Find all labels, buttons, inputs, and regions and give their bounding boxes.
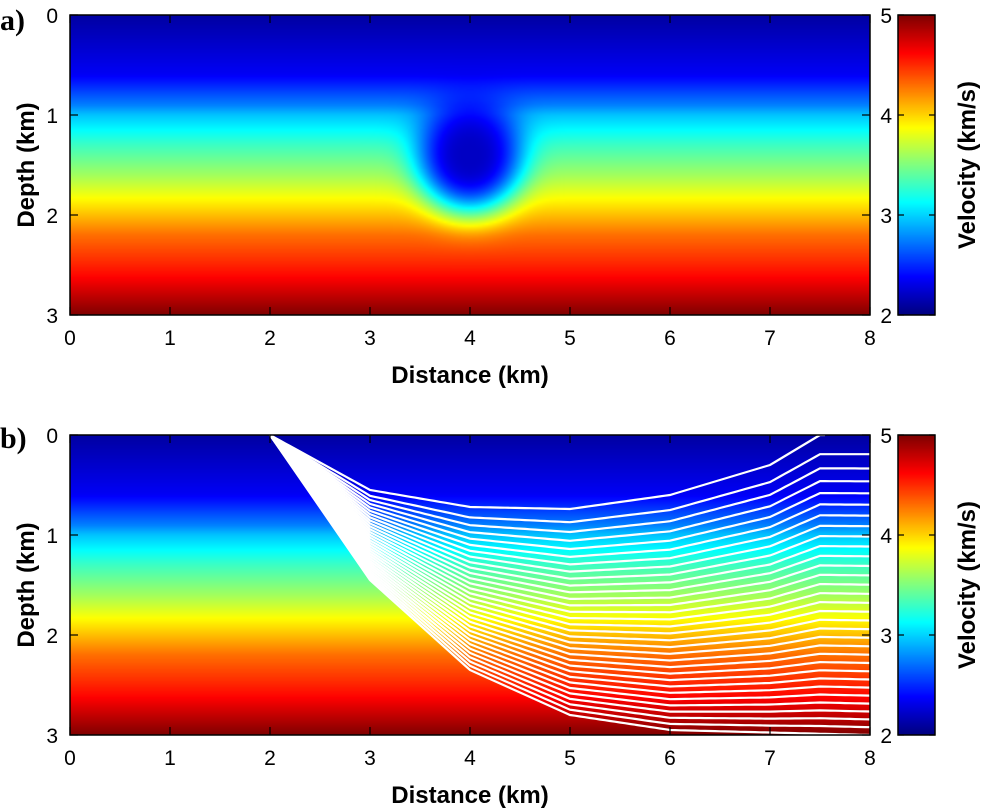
ray-path xyxy=(269,435,870,642)
panel-a-ytick-label: 3 xyxy=(46,305,58,328)
ray-path xyxy=(269,435,870,628)
ray-path xyxy=(269,435,870,524)
panel-a-ytick-label: 0 xyxy=(46,5,58,28)
panel-b-ytick-label: 3 xyxy=(46,725,58,748)
panel-b-ytick-label: 0 xyxy=(46,425,58,448)
ray-path xyxy=(269,435,870,675)
panel-b-xtick-label: 0 xyxy=(64,747,76,770)
ray-path xyxy=(269,435,870,635)
panel-a-colorbar-tick-label: 5 xyxy=(880,5,892,28)
panel-a-xtick-label: 2 xyxy=(264,327,276,350)
ray-path xyxy=(269,435,870,534)
panel-b-colorbar-tick-label: 4 xyxy=(880,525,892,548)
panel-b-colorbar-label: Velocity (km/s) xyxy=(954,501,981,669)
ray-path xyxy=(269,435,870,587)
panel-a-xtick-label: 4 xyxy=(464,327,476,350)
panel-a-xtick-label: 7 xyxy=(764,327,776,350)
panel-b-xtick-label: 8 xyxy=(864,747,876,770)
panel-b-xtick-label: 4 xyxy=(464,747,476,770)
ray-path xyxy=(269,435,870,559)
panel-b-letter: b) xyxy=(0,422,27,455)
ray-path xyxy=(269,435,870,694)
panel-a-xlabel: Distance (km) xyxy=(391,362,548,389)
ray-path xyxy=(269,435,870,649)
ray-path xyxy=(269,435,870,594)
panel-b-heatmap xyxy=(70,435,870,735)
ray-path xyxy=(269,435,870,621)
ray-path xyxy=(269,435,825,511)
panel-b-colorbar-tick-label: 2 xyxy=(880,725,892,748)
ray-path xyxy=(269,435,870,580)
panel-a-colorbar-label: Velocity (km/s) xyxy=(954,81,981,249)
ray-path xyxy=(269,435,870,669)
panel-a-colorbar: 2 3 4 5 Velocity (km/s) xyxy=(880,5,981,328)
panel-a-colorbar-gradient xyxy=(898,15,935,315)
panel-a-colorbar-tick-label: 3 xyxy=(880,205,892,228)
panel-a-colorbar-frame xyxy=(897,14,936,316)
panel-a-xtick-label: 8 xyxy=(864,327,876,350)
panel-a-xtick-label: 3 xyxy=(364,327,376,350)
ray-path xyxy=(269,435,870,566)
panel-b-xtick-label: 2 xyxy=(264,747,276,770)
panel-a-xtick-label: 0 xyxy=(64,327,76,350)
panel-a-ytick-label: 1 xyxy=(46,105,58,128)
ray-path xyxy=(269,435,870,721)
panel-a-heatmap xyxy=(70,15,870,315)
ray-path xyxy=(269,435,870,729)
panel-b-colorbar: 2 3 4 5 Velocity (km/s) xyxy=(880,425,981,748)
panel-b-axes: 0 1 2 3 4 5 6 7 8 0 1 2 3 Distance (km) Depth (km) xyxy=(13,425,876,809)
panel-a-colorbar-tick-label: 2 xyxy=(880,305,892,328)
panel-b-ytick-label: 2 xyxy=(46,625,58,648)
ray-path xyxy=(269,435,870,614)
panel-b-xtick-label: 5 xyxy=(564,747,576,770)
panel-b-xtick-label: 3 xyxy=(364,747,376,770)
panel-b-ray-paths xyxy=(269,435,870,735)
ray-path xyxy=(269,435,870,701)
ray-path xyxy=(269,435,870,542)
ray-path xyxy=(269,435,870,688)
ray-path xyxy=(269,435,870,607)
panel-a-ytick-label: 2 xyxy=(46,205,58,228)
panel-a-axes: 0 1 2 3 4 5 6 7 8 0 1 2 3 Distance (km) Depth (km) xyxy=(13,5,876,389)
ray-path xyxy=(269,435,870,600)
panel-b-colorbar-gradient xyxy=(898,435,935,735)
ray-path xyxy=(269,435,870,682)
ray-path xyxy=(269,435,870,713)
panel-a-ylabel: Depth (km) xyxy=(13,102,40,227)
ray-path xyxy=(269,435,870,655)
panel-a-colorbar-tick-label: 4 xyxy=(880,105,892,128)
ray-path xyxy=(269,435,870,573)
panel-b-xtick-label: 6 xyxy=(664,747,676,770)
panel-b-ytick-label: 1 xyxy=(46,525,58,548)
ray-path xyxy=(269,435,870,707)
ray-path xyxy=(269,435,870,662)
panel-a-letter: a) xyxy=(0,4,25,37)
panel-b-colorbar-tick-label: 3 xyxy=(880,625,892,648)
panel-a-xtick-label: 6 xyxy=(664,327,676,350)
panel-a-heatmap-image xyxy=(70,15,870,315)
panel-b-xtick-label: 1 xyxy=(164,747,176,770)
panel-a-xtick-label: 1 xyxy=(164,327,176,350)
panel-b-xtick-label: 7 xyxy=(764,747,776,770)
panel-b-colorbar-frame xyxy=(897,434,936,736)
panel-b-colorbar-tick-label: 5 xyxy=(880,425,892,448)
panel-b-ylabel: Depth (km) xyxy=(13,522,40,647)
panel-b-xlabel: Distance (km) xyxy=(391,782,548,809)
panel-a-xtick-label: 5 xyxy=(564,327,576,350)
ray-path xyxy=(269,435,870,551)
